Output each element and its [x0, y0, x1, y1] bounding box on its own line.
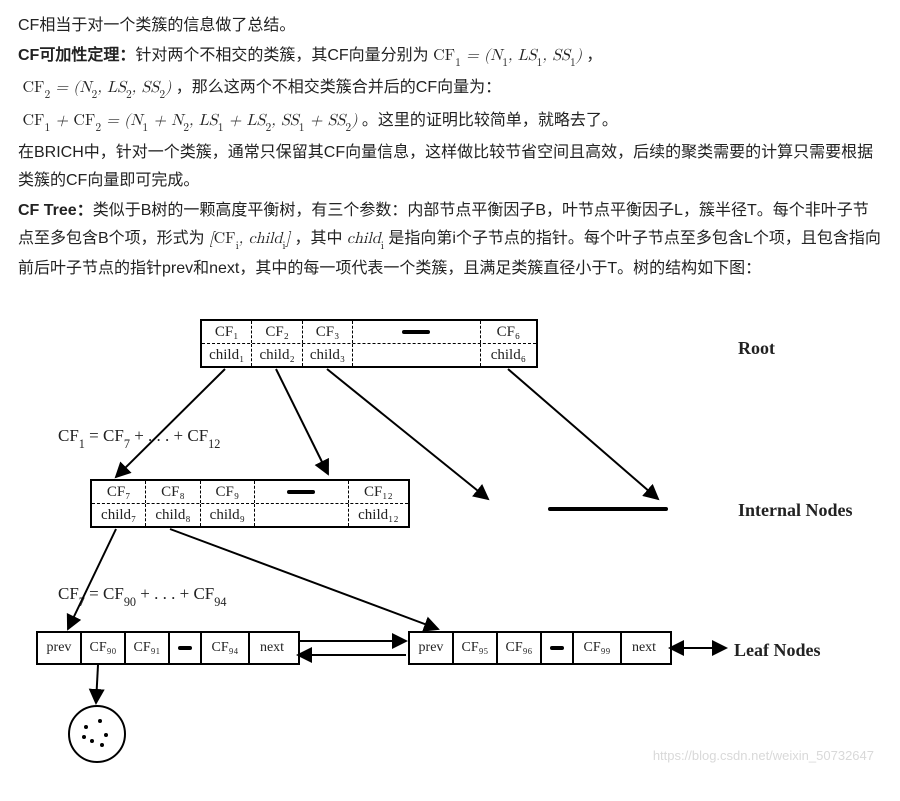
- dash-icon: [402, 330, 430, 334]
- cluster-circle: [68, 705, 126, 763]
- root-top-1: CF₂: [252, 321, 302, 343]
- leaf1-1: CF₉₀: [82, 633, 126, 663]
- root-node: CF₁ CF₂ CF₃ CF₆ child₁ child₂ child₃ chi…: [200, 319, 538, 368]
- dash-icon: [287, 490, 315, 494]
- leaf1-5: next: [250, 633, 294, 663]
- int-bot-last: child₁₂: [349, 504, 408, 526]
- leaf-node-2: prev CF₉₅ CF₉₆ CF₉₉ next: [408, 631, 672, 665]
- p5-text: 在BRICH中，针对一个类簇，通常只保留其CF向量信息，这样做比较节省空间且高效…: [18, 144, 873, 189]
- p2-bold: CF可加性定理：: [18, 47, 135, 64]
- p2-comma: ，: [582, 47, 602, 64]
- leaf1-3: [170, 633, 202, 663]
- math-childi: childi: [347, 231, 384, 247]
- leaf2-0: prev: [410, 633, 454, 663]
- p6b: ，其中: [290, 230, 347, 247]
- math-cf1: CF1 = (N1, LS1, SS1): [433, 48, 582, 64]
- root-top-gap: [353, 321, 480, 343]
- arrows-overlay: [18, 309, 878, 769]
- leaf1-0: prev: [38, 633, 82, 663]
- int-bot-1: child₈: [146, 504, 200, 526]
- math-cf2: CF2 = (N2, LS2, SS2): [22, 80, 171, 96]
- internal-label: Internal Nodes: [738, 495, 853, 527]
- int-top-last: CF₁₂: [349, 481, 408, 503]
- int-bot-0: child₇: [92, 504, 146, 526]
- cf-tree-diagram: CF₁ CF₂ CF₃ CF₆ child₁ child₂ child₃ chi…: [18, 309, 878, 769]
- dash-icon: [178, 646, 192, 650]
- p1-text: CF相当于对一个类簇的信息做了总结。: [18, 17, 295, 34]
- leaf-node-1: prev CF₉₀ CF₉₁ CF₉₄ next: [36, 631, 300, 665]
- root-top-2: CF₃: [303, 321, 353, 343]
- leaf2-3: [542, 633, 574, 663]
- paragraph-3: CF2 = (N2, LS2, SS2) ，那么这两个不相交类簇合并后的CF向量…: [18, 74, 882, 104]
- leaf-label: Leaf Nodes: [734, 635, 821, 667]
- int-bot-gap: [255, 504, 349, 526]
- root-label: Root: [738, 333, 775, 365]
- leaf2-5: next: [622, 633, 666, 663]
- root-bot-gap: [353, 344, 480, 366]
- int-top-1: CF₈: [146, 481, 200, 503]
- root-bot-0: child₁: [202, 344, 252, 366]
- dash-icon: [550, 646, 564, 650]
- watermark: https://blog.csdn.net/weixin_50732647: [653, 745, 874, 768]
- paragraph-6: CF Tree：类似于B树的一颗高度平衡树，有三个参数：内部节点平衡因子B，叶节…: [18, 197, 882, 283]
- p2-rest: 针对两个不相交的类簇，其CF向量分别为: [135, 47, 433, 64]
- int-bot-2: child₉: [201, 504, 255, 526]
- int-top-gap: [255, 481, 349, 503]
- root-top-0: CF₁: [202, 321, 252, 343]
- leaf2-2: CF₉₆: [498, 633, 542, 663]
- internal-node: CF₇ CF₈ CF₉ CF₁₂ child₇ child₈ child₉ ch…: [90, 479, 410, 528]
- math-sum: CF1 + CF2 = (N1 + N2, LS1 + LS2, SS1 + S…: [22, 113, 357, 129]
- leaf1-2: CF₉₁: [126, 633, 170, 663]
- sibling-line: [548, 507, 668, 511]
- root-bot-last: child₆: [481, 344, 536, 366]
- annotation-1: CF1 = CF7 + . . . + CF12: [58, 421, 220, 453]
- paragraph-4: CF1 + CF2 = (N1 + N2, LS1 + LS2, SS1 + S…: [18, 107, 882, 137]
- p6-bold: CF Tree：: [18, 202, 93, 219]
- paragraph-2: CF可加性定理：针对两个不相交的类簇，其CF向量分别为 CF1 = (N1, L…: [18, 42, 882, 72]
- paragraph-5: 在BRICH中，针对一个类簇，通常只保留其CF向量信息，这样做比较节省空间且高效…: [18, 139, 882, 195]
- leaf2-1: CF₉₅: [454, 633, 498, 663]
- leaf2-4: CF₉₉: [574, 633, 622, 663]
- root-bot-1: child₂: [252, 344, 302, 366]
- math-entry: [CFi, childi]: [209, 231, 290, 247]
- p4-mid: 。这里的证明比较简单，就略去了。: [357, 112, 617, 129]
- p3-mid: ，那么这两个不相交类簇合并后的CF向量为：: [171, 79, 501, 96]
- paragraph-1: CF相当于对一个类簇的信息做了总结。: [18, 12, 882, 40]
- leaf1-4: CF₉₄: [202, 633, 250, 663]
- int-top-0: CF₇: [92, 481, 146, 503]
- int-top-2: CF₉: [201, 481, 255, 503]
- annotation-2: CF7 = CF90 + . . . + CF94: [58, 579, 227, 611]
- root-top-last: CF₆: [481, 321, 536, 343]
- root-bot-2: child₃: [303, 344, 353, 366]
